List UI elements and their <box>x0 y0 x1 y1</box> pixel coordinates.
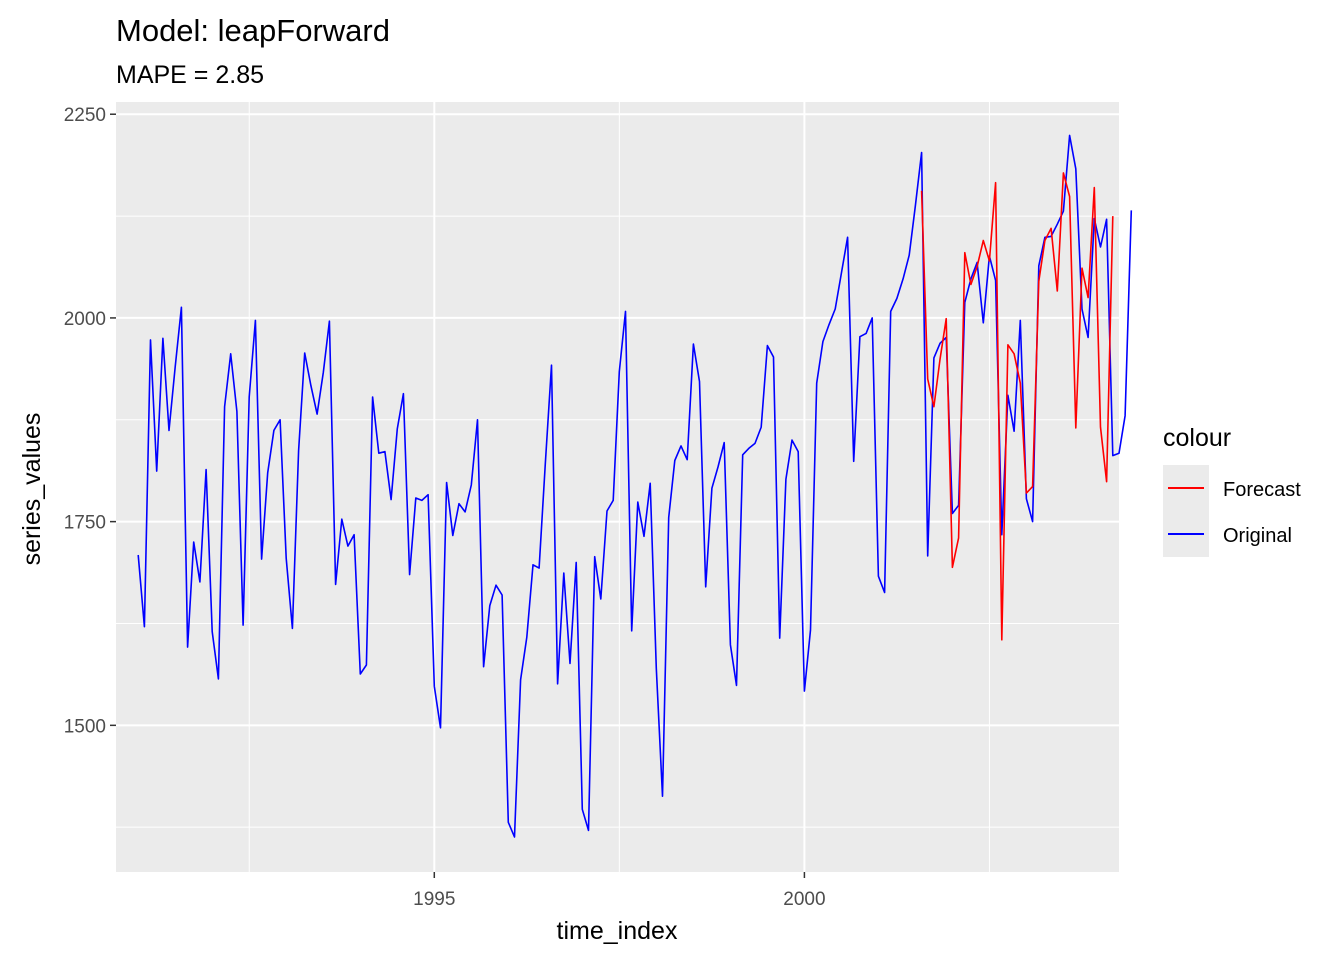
x-tick-label: 2000 <box>783 889 825 910</box>
series-line-forecast <box>920 172 1114 641</box>
legend-label-forecast: Forecast <box>1223 479 1301 501</box>
legend: colour Forecast Original <box>1163 424 1301 557</box>
series-line-original <box>137 134 1133 838</box>
x-tick-label: 1995 <box>413 889 455 910</box>
y-tick-label: 2250 <box>64 105 106 126</box>
y-tick-label: 1750 <box>64 513 106 534</box>
chart-title: Model: leapForward <box>116 13 390 48</box>
x-axis-title: time_index <box>557 917 678 945</box>
y-tick-label: 2000 <box>64 309 106 330</box>
legend-title: colour <box>1163 424 1231 452</box>
axis-ticks: 1995 2000 1500 1750 2000 2250 <box>64 105 826 910</box>
y-axis-title: series_values <box>18 413 46 566</box>
legend-label-original: Original <box>1223 525 1292 547</box>
chart-subtitle: MAPE = 2.85 <box>116 61 264 89</box>
series-lines <box>137 134 1133 838</box>
legend-key-background <box>1163 465 1209 557</box>
y-tick-label: 1500 <box>64 716 106 737</box>
